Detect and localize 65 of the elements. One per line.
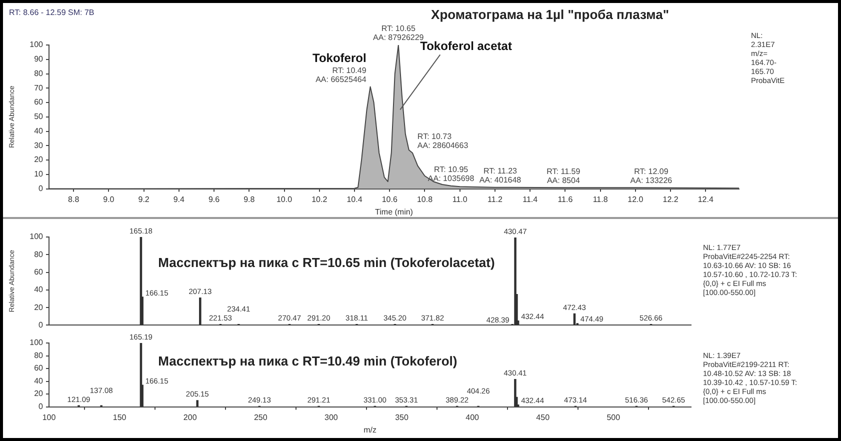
y-tick-label: 40 (34, 126, 44, 136)
x-tick-label: 350 (395, 412, 409, 422)
x-tick-label: 450 (536, 412, 550, 422)
x-tick-label: 10.6 (382, 194, 398, 204)
y-tick-label: 80 (34, 250, 44, 259)
x-tick-label: 10.0 (276, 194, 293, 204)
y-tick-label: 0 (38, 402, 44, 412)
annotation: RT: 12.09 AA: 133226 (630, 166, 673, 185)
text: Масспектър на пика с RT=10.49 min (Tokoferol) (158, 354, 458, 369)
x-tick-label: 500 (606, 412, 621, 422)
x-tick-label: 9.0 (103, 194, 115, 204)
x-tick-label: 10.4 (346, 194, 363, 204)
y-tick-label: 60 (34, 98, 44, 107)
x-tick-label: 9.8 (244, 194, 256, 204)
x-tick-label: 400 (466, 412, 480, 422)
bar (196, 400, 198, 407)
y-tick-label: 0 (38, 184, 44, 194)
y-tick-label: 40 (34, 376, 44, 386)
y-tick-label: 20 (34, 155, 44, 164)
x-tick-label: 11.6 (558, 194, 574, 204)
x-tick-label: 150 (112, 412, 127, 422)
y-tick-label: 10 (34, 170, 44, 179)
x-tick-label: 11.2 (487, 194, 503, 204)
annotation: RT: 10.73 AA: 28604663 (417, 132, 469, 150)
x-axis-title: m/z (364, 425, 376, 434)
x-tick-label: 9.4 (173, 194, 186, 204)
x-tick-label: 250 (254, 412, 268, 422)
x-tick-label: 12.0 (628, 194, 644, 204)
x-tick-label: 12.2 (662, 194, 679, 204)
y-tick-label: 50 (34, 112, 44, 122)
y-tick-label: 90 (34, 54, 44, 64)
y-tick-label: 0 (38, 320, 44, 330)
y-tick-label: 30 (34, 140, 44, 150)
x-tick-label: 10.2 (312, 194, 328, 204)
y-tick-label: 60 (34, 267, 44, 276)
x-tick-label: 10.8 (416, 194, 434, 204)
y-tick-label: 100 (30, 40, 44, 50)
y-tick-label: 100 (30, 232, 44, 242)
x-tick-label: 12.4 (698, 194, 714, 204)
x-tick-label: 200 (183, 412, 198, 422)
x-tick-label: 300 (324, 412, 338, 422)
annotation: RT: 11.23 AA: 401648 (479, 166, 522, 185)
y-tick-label: 20 (34, 389, 44, 398)
x-tick-label: 8.8 (68, 194, 80, 204)
y-tick-label: 60 (34, 364, 44, 373)
y-tick-label: 40 (34, 285, 44, 294)
y-tick-label: 100 (30, 338, 44, 348)
y-tick-label: 20 (34, 302, 44, 312)
text: Масспектър на пика с RT=10.65 min (Tokoferolacetat) (158, 255, 495, 270)
x-axis-title: Time (min) (375, 207, 414, 216)
x-tick-label: 11.8 (592, 194, 608, 204)
chart-title: Хроматограма на 1µl "проба плазма" (431, 7, 669, 22)
y-tick-label: 70 (34, 83, 44, 92)
chart-subtitle: RT: 8.66 - 12.59 SM: 7B (9, 8, 94, 18)
x-tick-label: 11.0 (452, 194, 468, 204)
annotation: RT: 11.59 AA: 8504 (546, 166, 581, 185)
y-tick-label: 80 (34, 68, 44, 78)
annotation: RT: 10.49 AA: 66525464 (316, 66, 367, 84)
x-tick-label: 9.2 (138, 194, 150, 204)
y-tick-label: 80 (34, 350, 44, 360)
annotation: RT: 10.95 AA: 1035698 (428, 165, 475, 184)
annotation: Tokoferol (312, 51, 366, 66)
x-tick-label: 11.4 (522, 194, 538, 204)
x-tick-label: 9.6 (208, 194, 220, 204)
bar (199, 298, 202, 326)
